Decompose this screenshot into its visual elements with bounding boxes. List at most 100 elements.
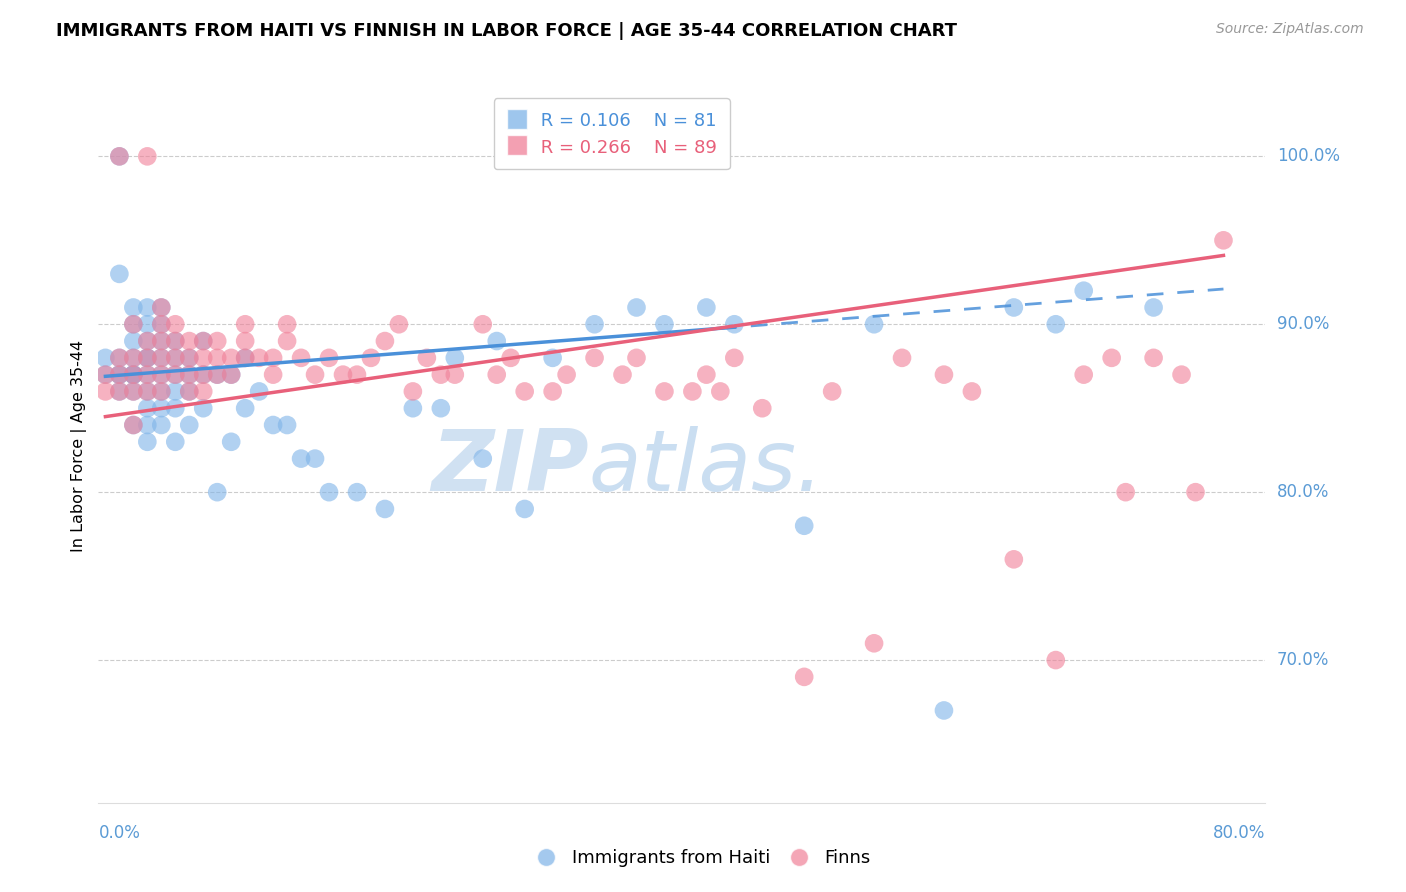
- Text: 70.0%: 70.0%: [1277, 651, 1330, 669]
- Text: ZIP: ZIP: [430, 425, 589, 509]
- Text: 0.0%: 0.0%: [98, 824, 141, 842]
- Point: [150, 351, 173, 365]
- Point: [863, 318, 886, 332]
- Point: [891, 351, 914, 365]
- Point: [654, 318, 676, 332]
- Point: [136, 368, 159, 382]
- Point: [1101, 351, 1123, 365]
- Point: [122, 318, 145, 332]
- Point: [193, 368, 215, 382]
- Point: [122, 351, 145, 365]
- Point: [122, 417, 145, 432]
- Point: [205, 368, 228, 382]
- Point: [233, 401, 256, 416]
- Point: [346, 485, 368, 500]
- Point: [443, 368, 465, 382]
- Point: [276, 334, 298, 348]
- Point: [695, 301, 717, 315]
- Point: [122, 384, 145, 399]
- Point: [165, 384, 187, 399]
- Point: [723, 318, 745, 332]
- Point: [374, 502, 396, 516]
- Point: [150, 351, 173, 365]
- Point: [205, 334, 228, 348]
- Point: [219, 351, 242, 365]
- Point: [205, 351, 228, 365]
- Point: [219, 368, 242, 382]
- Point: [1212, 233, 1234, 247]
- Point: [583, 351, 606, 365]
- Point: [626, 301, 648, 315]
- Point: [402, 384, 425, 399]
- Point: [150, 417, 173, 432]
- Point: [136, 334, 159, 348]
- Point: [247, 351, 270, 365]
- Point: [1002, 552, 1025, 566]
- Point: [122, 351, 145, 365]
- Point: [346, 368, 368, 382]
- Point: [193, 401, 215, 416]
- Point: [863, 636, 886, 650]
- Point: [360, 351, 382, 365]
- Point: [513, 384, 536, 399]
- Point: [165, 351, 187, 365]
- Point: [165, 334, 187, 348]
- Point: [150, 401, 173, 416]
- Point: [247, 384, 270, 399]
- Point: [262, 417, 284, 432]
- Point: [304, 368, 326, 382]
- Point: [108, 267, 131, 281]
- Point: [276, 318, 298, 332]
- Point: [165, 434, 187, 449]
- Point: [262, 368, 284, 382]
- Point: [122, 318, 145, 332]
- Point: [122, 368, 145, 382]
- Point: [751, 401, 773, 416]
- Point: [150, 301, 173, 315]
- Point: [108, 149, 131, 163]
- Point: [205, 368, 228, 382]
- Point: [136, 434, 159, 449]
- Point: [193, 351, 215, 365]
- Point: [108, 384, 131, 399]
- Point: [122, 368, 145, 382]
- Point: [94, 368, 117, 382]
- Point: [1142, 351, 1164, 365]
- Point: [430, 401, 453, 416]
- Point: [1002, 301, 1025, 315]
- Point: [193, 384, 215, 399]
- Text: 100.0%: 100.0%: [1277, 147, 1340, 165]
- Point: [793, 670, 815, 684]
- Point: [193, 334, 215, 348]
- Point: [402, 401, 425, 416]
- Point: [108, 368, 131, 382]
- Point: [205, 485, 228, 500]
- Point: [136, 149, 159, 163]
- Point: [150, 384, 173, 399]
- Point: [150, 368, 173, 382]
- Point: [150, 334, 173, 348]
- Point: [150, 318, 173, 332]
- Point: [136, 368, 159, 382]
- Point: [122, 334, 145, 348]
- Point: [233, 334, 256, 348]
- Point: [1073, 368, 1095, 382]
- Point: [108, 149, 131, 163]
- Point: [136, 301, 159, 315]
- Point: [136, 334, 159, 348]
- Point: [374, 334, 396, 348]
- Point: [179, 384, 201, 399]
- Point: [136, 401, 159, 416]
- Point: [94, 368, 117, 382]
- Point: [485, 368, 508, 382]
- Point: [1045, 318, 1067, 332]
- Point: [471, 318, 494, 332]
- Point: [388, 318, 411, 332]
- Point: [165, 368, 187, 382]
- Point: [108, 351, 131, 365]
- Point: [136, 351, 159, 365]
- Legend:  R = 0.106    N = 81,  R = 0.266    N = 89: R = 0.106 N = 81, R = 0.266 N = 89: [494, 98, 730, 169]
- Point: [471, 451, 494, 466]
- Point: [541, 351, 564, 365]
- Point: [960, 384, 983, 399]
